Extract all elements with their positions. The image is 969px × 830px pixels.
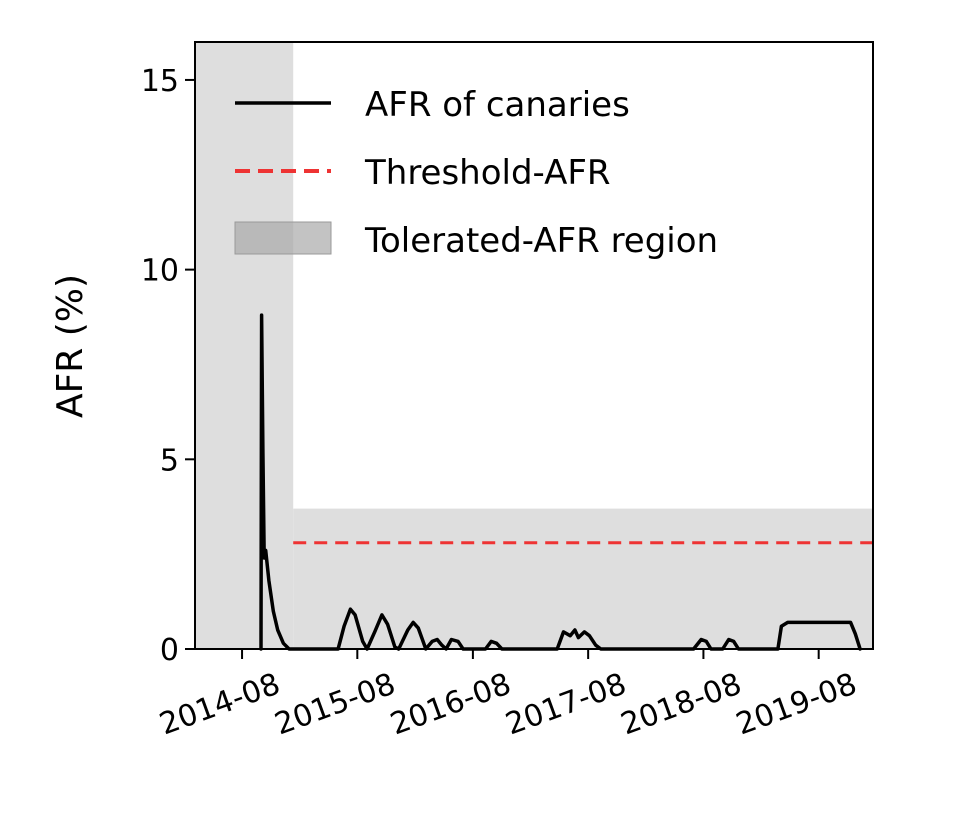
x-tick-label: 2017-08 <box>501 667 631 743</box>
x-tick-label: 2015-08 <box>270 667 400 743</box>
y-tick-label: 15 <box>141 64 179 99</box>
legend-label-afr: AFR of canaries <box>365 85 630 125</box>
y-axis-label: AFR (%) <box>50 274 91 418</box>
tolerated-afr-regions <box>195 42 873 649</box>
legend-region-swatch <box>234 221 332 255</box>
tolerated-region-0 <box>195 42 294 649</box>
y-tick-label: 5 <box>160 443 179 478</box>
tolerated-region-1 <box>293 508 873 649</box>
x-tick-label: 2016-08 <box>386 667 516 743</box>
legend-label-threshold: Threshold-AFR <box>364 153 611 193</box>
x-axis: 2014-082015-082016-082017-082018-082019-… <box>155 649 861 742</box>
x-tick-label: 2019-08 <box>732 667 862 743</box>
y-tick-label: 0 <box>160 633 179 668</box>
plot-frame <box>194 41 874 650</box>
x-tick-label: 2018-08 <box>616 667 746 743</box>
y-tick-label: 10 <box>141 254 179 289</box>
legend-label-region: Tolerated-AFR region <box>364 221 718 261</box>
y-axis: 0 5 10 15 <box>141 64 195 668</box>
legend: AFR of canaries Threshold-AFR Tolerated-… <box>234 85 718 261</box>
x-tick-label: 2014-08 <box>155 667 285 743</box>
